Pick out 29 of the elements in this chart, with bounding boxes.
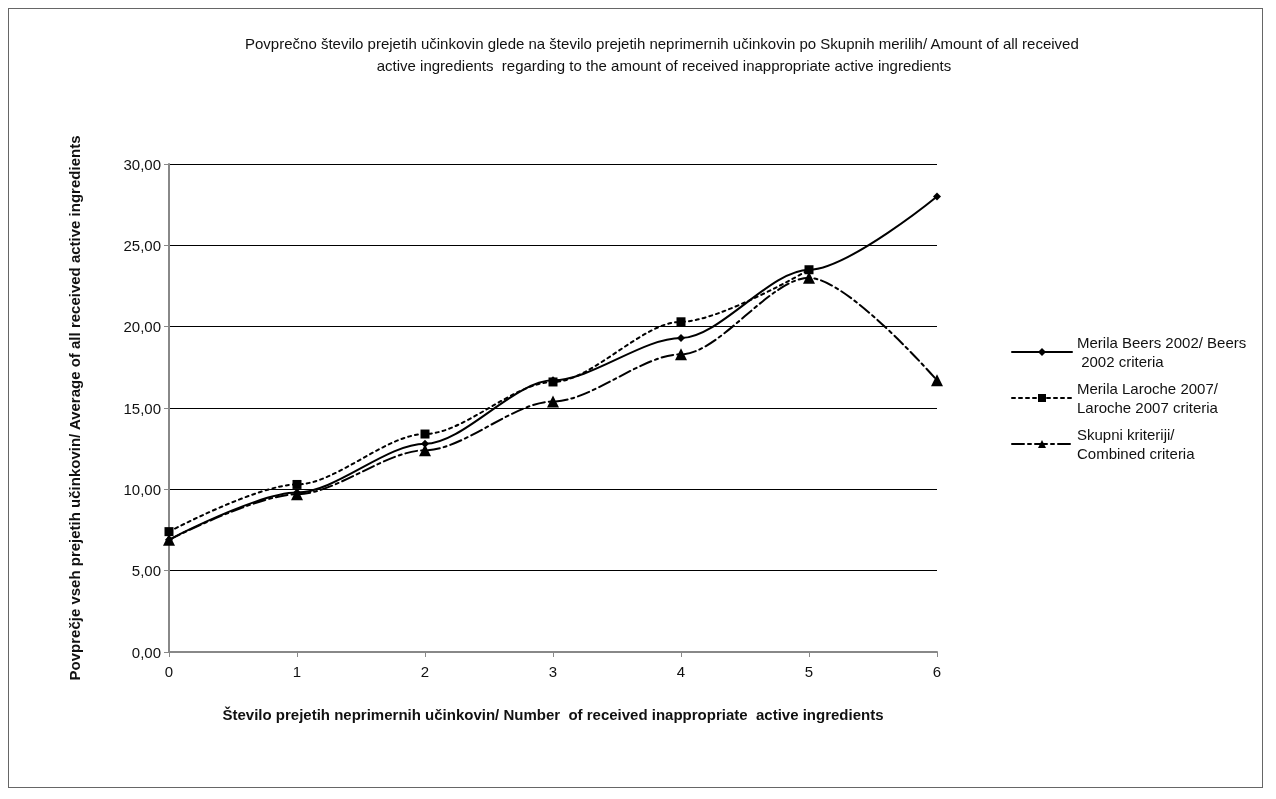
y-tick-label: 30,00: [123, 155, 161, 173]
point: [420, 429, 430, 439]
y-tick-label: 0,00: [131, 643, 161, 661]
y-tick-label: 15,00: [123, 399, 161, 417]
point: [675, 348, 687, 361]
x-tick-label: 0: [164, 663, 174, 680]
chart-title: Povprečno število prejetih učinkovin glede na število prejetih neprimernih učinkovin po Skupnih merilih/ Amount of all received active ingredients regarding to the amount of received inappropriate active ingredients: [245, 34, 1083, 74]
point: [677, 334, 685, 343]
point: [676, 317, 686, 327]
y-tick-label: 5,00: [131, 562, 161, 580]
x-tick-label: 6: [932, 663, 942, 680]
point: [164, 527, 174, 537]
point: [933, 192, 941, 201]
y-tick-label: 25,00: [123, 236, 161, 254]
legend-label: Merila Laroche 2007/ Laroche 2007 criteria: [1077, 380, 1223, 416]
y-tick-label: 20,00: [123, 318, 161, 336]
x-tick-label: 3: [548, 663, 558, 680]
x-tick-label: 2: [420, 663, 430, 680]
point: [547, 395, 559, 408]
y-axis-title: Povprečje vseh prejetih učinkovin/ Average of all received active ingredients: [65, 135, 83, 681]
x-tick-label: 4: [676, 663, 686, 680]
point: [292, 479, 302, 489]
legend-label: Skupni kriteriji/ Combined criteria: [1077, 426, 1196, 462]
legend-label: Merila Beers 2002/ Beers 2002 criteria: [1077, 334, 1247, 370]
x-tick-label: 5: [804, 663, 814, 680]
x-tick-label: 1: [292, 663, 302, 680]
point: [931, 374, 943, 387]
x-axis-title: Število prejetih neprimernih učinkovin/ Number of received inappropriate active ingredients: [222, 706, 884, 723]
y-tick-label: 10,00: [123, 480, 161, 498]
